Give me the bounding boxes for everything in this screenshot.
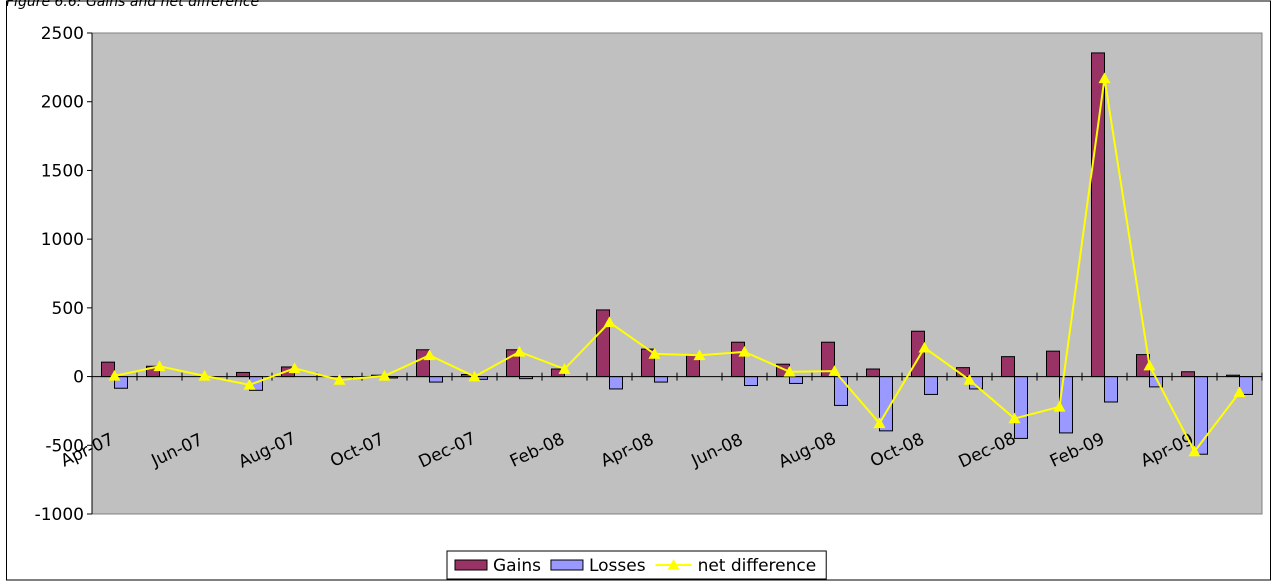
bar bbox=[609, 376, 623, 390]
point bbox=[1233, 386, 1246, 398]
bar bbox=[731, 341, 745, 378]
point bbox=[693, 349, 706, 361]
point bbox=[558, 363, 571, 374]
point bbox=[963, 374, 976, 385]
bar bbox=[789, 376, 803, 384]
point bbox=[873, 417, 886, 429]
point bbox=[108, 369, 121, 381]
point bbox=[198, 369, 211, 381]
legend-swatch bbox=[454, 559, 488, 571]
point bbox=[603, 316, 616, 328]
legend-swatch bbox=[550, 559, 584, 571]
bar bbox=[866, 368, 880, 378]
point bbox=[783, 365, 796, 377]
point bbox=[378, 369, 391, 381]
point bbox=[1188, 445, 1201, 457]
point bbox=[153, 360, 166, 372]
point bbox=[1098, 72, 1111, 84]
legend-label: Losses bbox=[589, 556, 646, 576]
bar bbox=[1046, 350, 1060, 378]
legend-label: Gains bbox=[493, 556, 541, 576]
bar bbox=[236, 371, 250, 378]
point bbox=[648, 347, 661, 359]
bar bbox=[1181, 371, 1195, 378]
legend: Gains Losses net difference bbox=[446, 550, 827, 580]
bar bbox=[429, 376, 443, 383]
bar bbox=[1091, 52, 1105, 378]
y-tick-label: 2500 bbox=[41, 24, 84, 44]
y-tick-label: 2000 bbox=[41, 93, 84, 113]
point bbox=[423, 349, 436, 361]
bar bbox=[654, 376, 668, 383]
point bbox=[1143, 359, 1156, 371]
point bbox=[513, 345, 526, 357]
bar bbox=[744, 376, 758, 387]
bar bbox=[911, 330, 925, 378]
point bbox=[828, 365, 841, 376]
y-tick-label: -1000 bbox=[35, 505, 84, 525]
bar bbox=[1014, 376, 1028, 439]
point bbox=[288, 362, 301, 374]
y-tick-label: 1000 bbox=[41, 230, 84, 250]
legend-box bbox=[446, 550, 827, 580]
y-tick-label: -500 bbox=[45, 436, 84, 456]
legend-swatch bbox=[667, 559, 680, 570]
point bbox=[1053, 400, 1066, 412]
bar bbox=[834, 376, 848, 406]
point bbox=[243, 378, 256, 390]
point bbox=[1008, 412, 1021, 424]
point bbox=[333, 374, 346, 385]
y-tick-label: 500 bbox=[52, 299, 84, 319]
y-tick-label: 1500 bbox=[41, 161, 84, 181]
chart-title: Figure 6.6: Gains and net difference bbox=[6, 0, 259, 10]
point bbox=[738, 345, 751, 357]
bar bbox=[1001, 356, 1015, 378]
point bbox=[468, 370, 481, 382]
line bbox=[114, 78, 1241, 454]
bar bbox=[924, 376, 938, 395]
point bbox=[918, 341, 931, 353]
plot-area bbox=[91, 32, 1263, 515]
bar bbox=[1104, 376, 1118, 403]
y-tick-label: 0 bbox=[73, 368, 84, 388]
legend-label: net difference bbox=[698, 556, 817, 576]
